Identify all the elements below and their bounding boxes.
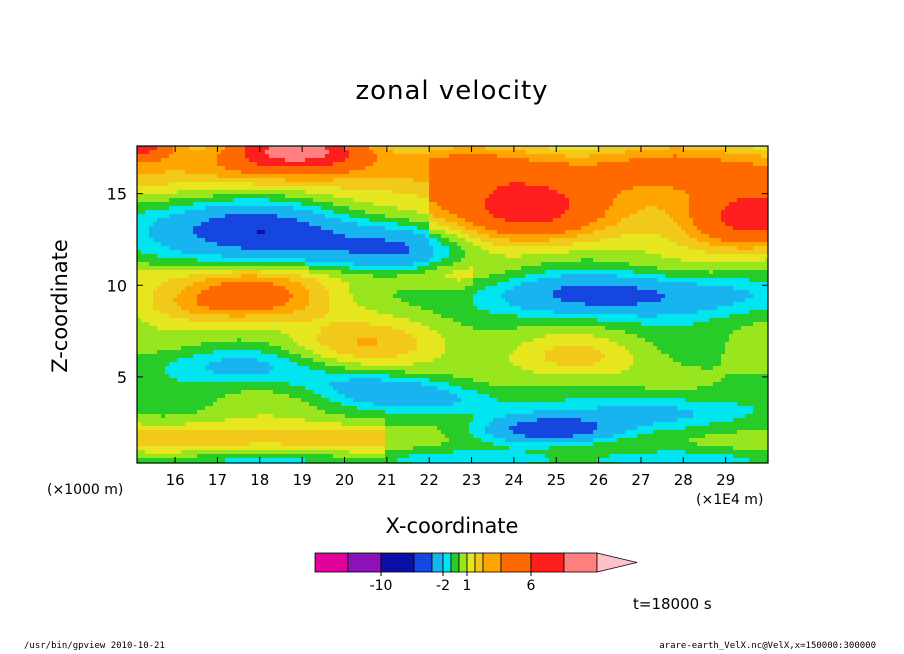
colorbar-segment [347, 552, 382, 573]
colorbar-segment [413, 552, 433, 573]
y-unit-label: (×1000 m) [47, 482, 124, 498]
contour-field [137, 146, 768, 463]
colorbar-segment [466, 552, 476, 573]
colorbar-segment [380, 552, 415, 573]
plot-frame [136, 145, 769, 464]
x-tick-label: 20 [335, 471, 354, 489]
x-tick-label: 17 [208, 471, 227, 489]
x-tick-label: 22 [420, 471, 439, 489]
x-unit-label: (×1E4 m) [696, 492, 764, 508]
colorbar: -10 -2 1 6 [314, 552, 638, 594]
x-tick-label: 23 [462, 471, 481, 489]
y-tick-label: 15 [107, 185, 127, 204]
x-tick-label: 28 [674, 471, 693, 489]
colorbar-segment [450, 552, 460, 573]
time-annotation: t=18000 s [633, 595, 712, 613]
colorbar-tick-label: 1 [463, 578, 472, 594]
y-tick-label: 10 [107, 276, 127, 295]
x-tick-label: 29 [716, 471, 735, 489]
colorbar-segment [442, 552, 452, 573]
x-tick-label: 21 [377, 471, 396, 489]
y-axis: 5 10 15 [107, 185, 768, 387]
colorbar-segment [500, 552, 532, 573]
colorbar-segment [431, 552, 444, 573]
colorbar-tick-label: -10 [370, 578, 393, 594]
footer-right: arare-earth_VelX.nc@VelX,x=150000:300000 [659, 641, 876, 651]
x-tick-label: 26 [589, 471, 608, 489]
colorbar-arrow [596, 552, 638, 573]
x-tick-label: 18 [250, 471, 269, 489]
x-tick-label: 19 [293, 471, 312, 489]
x-axis: 16 17 18 19 20 21 22 23 24 25 26 27 28 29 [166, 146, 735, 489]
y-tick-label: 5 [117, 368, 127, 387]
colorbar-segment [482, 552, 502, 573]
x-tick-label: 25 [547, 471, 566, 489]
footer-left: /usr/bin/gpview 2010-10-21 [24, 641, 165, 651]
colorbar-tick-label: 6 [527, 578, 536, 594]
colorbar-segment [314, 552, 349, 573]
x-tick-label: 16 [166, 471, 185, 489]
x-tick-label: 24 [504, 471, 523, 489]
colorbar-segment [530, 552, 565, 573]
colorbar-segment [563, 552, 598, 573]
colorbar-segment [458, 552, 468, 573]
x-axis-label: X-coordinate [385, 514, 519, 538]
chart-title: zonal velocity [355, 76, 549, 106]
colorbar-tick-label: -2 [436, 578, 450, 594]
x-tick-label: 27 [631, 471, 650, 489]
colorbar-segment [474, 552, 484, 573]
